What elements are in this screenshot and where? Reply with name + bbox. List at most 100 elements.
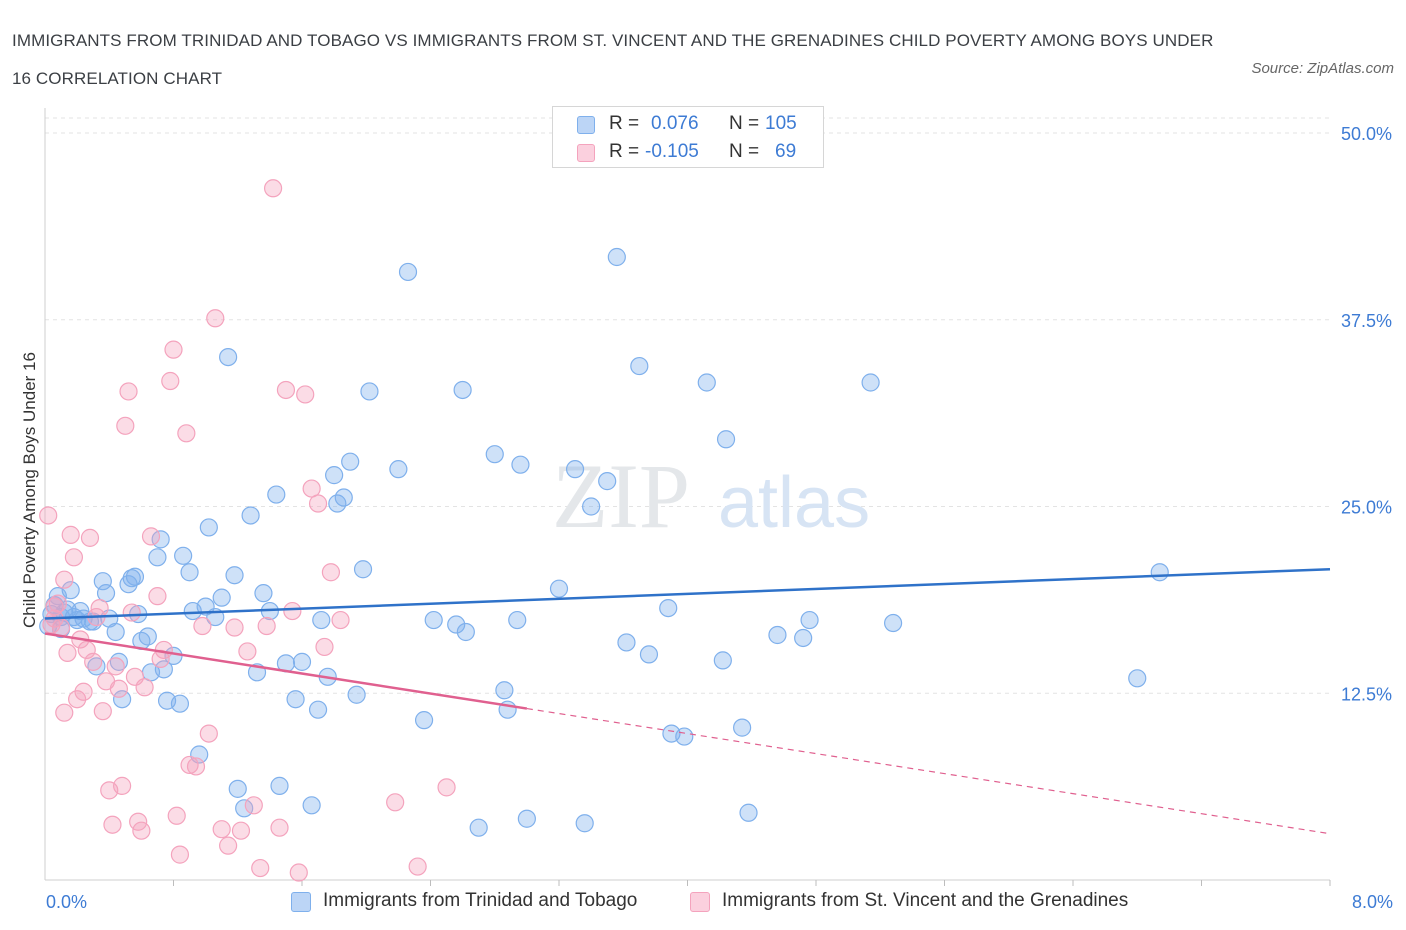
data-point bbox=[511, 455, 530, 474]
y-tick-labels: 12.5% 25.0% 37.5% 50.0% bbox=[1341, 124, 1392, 704]
data-point bbox=[112, 690, 132, 709]
data-point bbox=[398, 262, 418, 282]
y-axis-label: Child Poverty Among Boys Under 16 bbox=[20, 352, 39, 628]
data-point bbox=[135, 678, 154, 697]
data-point bbox=[51, 618, 71, 637]
legend-swatch-trinidad bbox=[577, 116, 595, 134]
legend-r-value: -0.105 bbox=[645, 141, 699, 162]
data-point bbox=[74, 682, 93, 701]
data-point bbox=[414, 711, 434, 730]
data-point bbox=[495, 681, 514, 700]
y-tick-label: 50.0% bbox=[1341, 124, 1392, 144]
x-tick-labels: 0.0% 8.0% bbox=[46, 892, 1393, 912]
data-point bbox=[164, 340, 183, 359]
data-point bbox=[254, 584, 273, 603]
data-point bbox=[308, 700, 328, 719]
trend-lines bbox=[44, 567, 1331, 835]
series-legend: Immigrants from Trinidad and Tobago Immi… bbox=[0, 888, 1406, 918]
data-point bbox=[389, 460, 408, 479]
data-point bbox=[106, 657, 125, 676]
data-point bbox=[61, 581, 80, 600]
legend-r-value: 0.076 bbox=[651, 113, 699, 134]
legend-r-label: R = bbox=[609, 141, 640, 162]
legend-n-label: N = bbox=[729, 113, 760, 134]
x-tick-label: 0.0% bbox=[46, 892, 87, 912]
data-point bbox=[794, 628, 813, 648]
data-point bbox=[575, 814, 594, 833]
data-point bbox=[64, 548, 84, 567]
data-point bbox=[48, 594, 67, 613]
data-point bbox=[582, 497, 601, 516]
axes bbox=[44, 108, 1331, 886]
data-point bbox=[244, 796, 263, 815]
data-point bbox=[186, 757, 206, 776]
legend-n-value: 69 bbox=[775, 141, 797, 162]
data-point bbox=[109, 679, 128, 698]
data-point bbox=[141, 527, 161, 546]
data-point bbox=[193, 616, 212, 636]
data-point bbox=[170, 845, 190, 864]
data-point bbox=[861, 373, 880, 392]
data-point bbox=[257, 616, 276, 636]
data-point bbox=[180, 563, 199, 582]
data-point bbox=[353, 560, 373, 579]
y-tick-label: 37.5% bbox=[1341, 311, 1392, 331]
data-point bbox=[45, 597, 64, 616]
data-point bbox=[148, 587, 167, 606]
data-point bbox=[170, 694, 190, 713]
trend-line bbox=[44, 567, 1331, 620]
data-point bbox=[675, 727, 694, 746]
data-point bbox=[225, 566, 244, 585]
data-point bbox=[93, 572, 112, 591]
series-trinidad-points bbox=[39, 247, 1169, 837]
data-point bbox=[241, 506, 260, 525]
data-point bbox=[517, 809, 536, 828]
data-point bbox=[80, 528, 100, 547]
data-point bbox=[212, 820, 231, 839]
data-point bbox=[125, 567, 145, 586]
data-point bbox=[212, 588, 231, 607]
source-label: Source: ZipAtlas.com bbox=[1251, 60, 1394, 77]
legend-n-label: N = bbox=[729, 141, 760, 162]
data-point bbox=[607, 247, 626, 267]
data-point bbox=[1128, 669, 1147, 688]
data-point bbox=[469, 818, 488, 837]
trend-line-extension bbox=[526, 707, 1331, 835]
data-point bbox=[386, 793, 405, 812]
data-point bbox=[549, 579, 569, 598]
data-point bbox=[270, 818, 289, 837]
data-point bbox=[424, 610, 443, 630]
data-point bbox=[154, 660, 173, 679]
data-point bbox=[219, 836, 238, 855]
watermark-atlas: atlas bbox=[718, 463, 870, 543]
data-point bbox=[116, 416, 135, 435]
data-point bbox=[106, 622, 125, 642]
correlation-legend: R = 0.076 N = 105 R = -0.105 N = 69 bbox=[552, 106, 824, 168]
data-point bbox=[276, 380, 296, 400]
data-point bbox=[39, 506, 58, 525]
data-point bbox=[199, 518, 218, 537]
data-point bbox=[174, 546, 193, 565]
data-point bbox=[733, 718, 752, 737]
data-point bbox=[768, 625, 787, 645]
data-point bbox=[617, 633, 636, 652]
y-tick-label: 25.0% bbox=[1341, 498, 1392, 518]
legend-row-stvincent: R = -0.105 N = 69 bbox=[553, 138, 823, 166]
data-point bbox=[408, 857, 427, 876]
legend-label-trinidad: Immigrants from Trinidad and Tobago bbox=[323, 890, 638, 911]
watermark: ZIP atlas bbox=[552, 445, 870, 547]
data-point bbox=[103, 815, 122, 834]
data-point bbox=[263, 179, 283, 198]
legend-swatch-trinidad bbox=[291, 892, 311, 912]
data-point bbox=[58, 643, 77, 663]
data-point bbox=[883, 613, 903, 633]
data-point bbox=[270, 776, 289, 795]
data-point bbox=[55, 570, 74, 589]
data-point bbox=[138, 627, 157, 646]
data-point bbox=[61, 525, 80, 544]
data-point bbox=[289, 863, 308, 882]
data-point bbox=[437, 778, 456, 797]
data-point bbox=[93, 702, 112, 721]
data-point bbox=[598, 472, 617, 491]
data-point bbox=[341, 452, 360, 471]
